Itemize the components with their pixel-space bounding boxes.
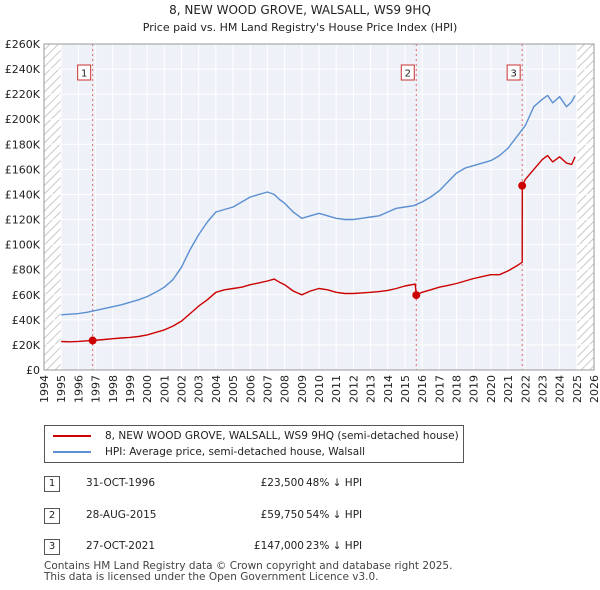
x-tick-label: 2023 [536, 375, 549, 403]
x-tick-label: 2001 [158, 375, 171, 403]
x-tick-label: 1998 [107, 375, 120, 403]
y-tick-label: £240K [5, 63, 41, 76]
x-tick-label: 2018 [451, 375, 464, 403]
legend-swatch-property [53, 435, 91, 437]
x-tick-label: 2022 [519, 375, 532, 403]
x-tick-label: 2004 [210, 375, 223, 403]
x-tick-label: 2026 [588, 375, 600, 403]
sale-flag [77, 64, 92, 81]
sale-marker: 2 [44, 508, 60, 524]
sale-price: £59,750 [260, 509, 304, 521]
sale-hpi-diff: 54% ↓ HPI [306, 509, 363, 521]
sale-flag-label: 1 [81, 69, 87, 80]
sale-price: £147,000 [253, 540, 304, 552]
legend-item-hpi: HPI: Average price, semi-detached house,… [53, 444, 365, 460]
x-tick-label: 2005 [227, 375, 240, 403]
y-tick-label: £20K [12, 339, 41, 352]
x-tick-label: 2020 [485, 375, 498, 403]
x-tick-label: 2025 [571, 375, 584, 403]
x-tick-label: 2003 [193, 375, 206, 403]
hatched-region [44, 44, 62, 370]
sale-row: 3 27-OCT-2021 £147,000 23% ↓ HPI [44, 536, 464, 560]
y-tick-label: £40K [12, 314, 41, 327]
x-tick-label: 2014 [382, 375, 395, 403]
y-tick-label: £180K [5, 138, 41, 151]
chart-subtitle: Price paid vs. HM Land Registry's House … [143, 21, 458, 34]
x-tick-label: 1995 [55, 375, 68, 403]
sale-flag-label: 2 [405, 69, 411, 80]
legend-label-hpi: HPI: Average price, semi-detached house,… [105, 446, 366, 458]
x-tick-label: 2002 [176, 375, 189, 403]
sale-date: 28-AUG-2015 [86, 509, 157, 521]
x-tick-label: 2006 [244, 375, 257, 403]
x-tick-label: 2015 [399, 375, 412, 403]
price-chart: 8, NEW WOOD GROVE, WALSALL, WS9 9HQ Pric… [5, 3, 600, 403]
sale-date: 27-OCT-2021 [86, 540, 155, 552]
y-tick-label: £80K [12, 264, 41, 277]
footer-licence: This data is licensed under the Open Gov… [44, 571, 379, 583]
y-tick-label: £60K [12, 289, 41, 302]
y-tick-label: £260K [5, 38, 41, 51]
sale-hpi-diff: 48% ↓ HPI [306, 477, 363, 489]
sale-marker: 1 [44, 476, 60, 492]
y-tick-label: £220K [5, 88, 41, 101]
sale-flag-label: 3 [510, 69, 516, 80]
x-tick-label: 2024 [554, 375, 567, 403]
y-tick-label: £120K [5, 214, 41, 227]
sale-flag [400, 64, 415, 81]
sale-flag [506, 64, 521, 81]
sale-date: 31-OCT-1996 [86, 477, 155, 489]
sale-marker: 3 [44, 539, 60, 555]
y-tick-label: £200K [5, 113, 41, 126]
x-tick-label: 2007 [261, 375, 274, 403]
sale-hpi-diff: 23% ↓ HPI [306, 540, 363, 552]
x-tick-label: 2021 [502, 375, 515, 403]
legend-label-property: 8, NEW WOOD GROVE, WALSALL, WS9 9HQ (sem… [105, 430, 459, 442]
sale-row: 2 28-AUG-2015 £59,750 54% ↓ HPI [44, 505, 464, 529]
sale-row: 1 31-OCT-1996 £23,500 48% ↓ HPI [44, 473, 464, 497]
footer-copyright: Contains HM Land Registry data © Crown c… [44, 560, 453, 572]
x-tick-label: 1999 [124, 375, 137, 403]
footer: Contains HM Land Registry data © Crown c… [44, 561, 452, 583]
y-tick-label: £160K [5, 163, 41, 176]
sale-price: £23,500 [260, 477, 304, 489]
x-tick-label: 2010 [313, 375, 326, 403]
sale-point [88, 336, 97, 345]
chart-title: 8, NEW WOOD GROVE, WALSALL, WS9 9HQ [169, 3, 431, 17]
property-price-line [61, 154, 576, 343]
hatched-region [576, 44, 594, 370]
x-tick-label: 2012 [347, 375, 360, 403]
x-tick-label: 2013 [365, 375, 378, 403]
y-tick-label: £100K [5, 239, 41, 252]
sale-point [412, 291, 421, 300]
x-tick-label: 2009 [296, 375, 309, 403]
y-tick-label: £0 [26, 364, 40, 377]
sale-point [518, 181, 527, 190]
x-tick-label: 1994 [38, 375, 51, 403]
legend-item-property: 8, NEW WOOD GROVE, WALSALL, WS9 9HQ (sem… [53, 428, 459, 444]
x-tick-label: 2016 [416, 375, 429, 403]
hpi-series-line [61, 94, 576, 316]
y-tick-label: £140K [5, 188, 41, 201]
x-tick-label: 1997 [90, 375, 103, 403]
x-tick-label: 2017 [433, 375, 446, 403]
legend-swatch-hpi [53, 451, 91, 453]
x-tick-label: 2000 [141, 375, 154, 403]
x-tick-label: 2011 [330, 375, 343, 403]
x-tick-label: 2019 [468, 375, 481, 403]
x-tick-label: 2008 [279, 375, 292, 403]
legend: 8, NEW WOOD GROVE, WALSALL, WS9 9HQ (sem… [44, 425, 464, 463]
x-tick-label: 1996 [72, 375, 85, 403]
